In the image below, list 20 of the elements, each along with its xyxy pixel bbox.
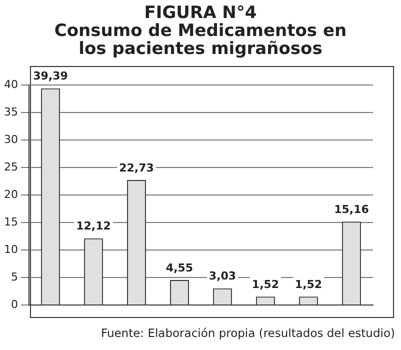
data-label: 4,55 [166,261,194,274]
y-tick-label: 5 [10,270,18,284]
data-label: 22,73 [119,161,154,174]
data-label: 15,16 [334,202,370,216]
y-tick-label: 25 [4,160,18,174]
data-label: 1,52 [252,278,280,291]
chart-title: FIGURA N°4 [143,3,258,23]
data-label: 1,52 [294,278,322,291]
source-note: Fuente: Elaboración propia (resultados del estudio) [100,326,395,340]
y-tick-label: 10 [4,242,18,256]
y-tick-label: 30 [4,132,18,146]
data-label: 39,39 [33,70,68,83]
y-tick-label: 15 [4,215,18,228]
y-tick-label: 35 [4,105,18,118]
y-tick-label: 0 [10,298,18,311]
data-label: 3,03 [208,270,236,283]
y-tick-label: 20 [4,188,18,201]
data-label: 12,12 [76,220,111,233]
y-tick-label: 40 [4,78,18,91]
chart-subtitle: Consumo de Medicamentos en los pacientes migrañosos [53,21,348,59]
